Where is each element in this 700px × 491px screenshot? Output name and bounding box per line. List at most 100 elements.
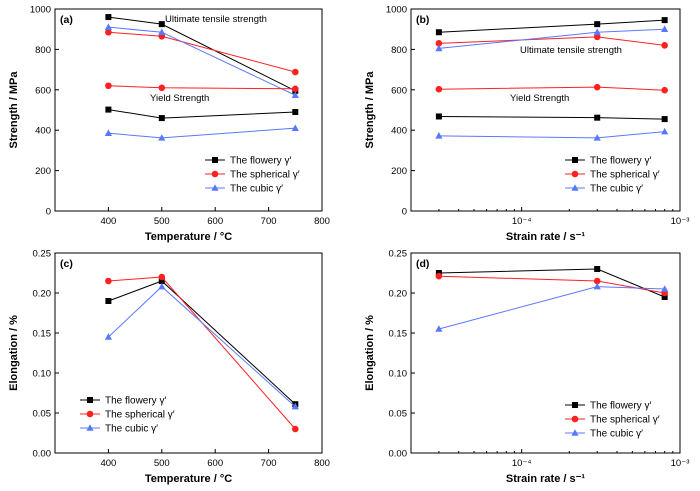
data-point [435, 272, 443, 280]
legend-entry: The cubic γ′ [230, 184, 283, 195]
y-tick-label: 0.25 [389, 249, 408, 260]
y-tick-label: 0.20 [33, 289, 52, 300]
series-line [438, 286, 665, 330]
chart-panel-b: 0 200 400 600 800 1000 10⁻⁴ 10⁻³ Strain rate / s… [364, 5, 689, 244]
series-line [438, 86, 665, 91]
panel-label: (d) [416, 258, 429, 270]
legend: The flowery γ′ The spherical γ′ The cubic … [80, 396, 175, 435]
x-axis-label: Strain rate / s⁻¹ [506, 473, 586, 485]
series-circle-ys [105, 82, 299, 93]
data-point [158, 282, 166, 290]
series-line [108, 85, 296, 90]
x-axis-label: Temperature / °C [145, 473, 232, 485]
y-tick-label: 0.05 [389, 409, 408, 420]
data-point [661, 17, 668, 24]
series-line [108, 285, 296, 407]
data-point [158, 28, 166, 36]
plot-frame [410, 252, 681, 454]
legend: The flowery γ′ The spherical γ′ The cubic … [565, 401, 660, 440]
y-axis-label: Strength / MPa [364, 71, 376, 149]
x-tick-label: 600 [207, 458, 223, 469]
series-triangle-uts [104, 23, 299, 99]
series-line [108, 109, 296, 119]
y-tick-label: 400 [391, 126, 407, 137]
y-axis-label: Elongation / % [8, 315, 20, 391]
y-tick-label: 400 [35, 126, 51, 137]
series-square [435, 266, 668, 300]
data-point [104, 333, 112, 340]
panel-label: (c) [60, 258, 73, 270]
legend-marker [211, 184, 219, 191]
annotation: Ultimate tensile strength [520, 45, 622, 56]
legend-entry: The spherical γ′ [590, 415, 660, 426]
series-square-ys [435, 113, 668, 123]
plot-frame [54, 8, 323, 212]
data-point [661, 25, 669, 32]
series-circle-ys [435, 83, 668, 94]
data-point [105, 106, 112, 113]
x-tick-label: 800 [314, 458, 330, 469]
series-square-ys [105, 106, 299, 122]
legend-marker [86, 410, 94, 418]
legend-entry: The flowery γ′ [590, 401, 651, 412]
data-point [435, 113, 442, 120]
series-square-uts [435, 17, 668, 36]
y-tick-label: 0.10 [33, 369, 52, 380]
data-point [593, 83, 601, 91]
series-triangle [435, 282, 669, 332]
series-line [108, 31, 296, 73]
series-line [108, 16, 296, 92]
y-tick-label: 1000 [30, 5, 51, 16]
y-tick-label: 0 [46, 207, 51, 218]
series-line [438, 268, 665, 298]
data-point [594, 21, 601, 28]
legend-entry: The spherical γ′ [230, 170, 300, 181]
legend-marker [212, 157, 218, 163]
y-tick-label: 0.15 [389, 329, 408, 340]
legend: The flowery γ′ The spherical γ′ The cubic … [565, 156, 660, 195]
legend-marker [571, 415, 579, 423]
series-circle-uts [435, 33, 668, 49]
data-point [593, 282, 601, 290]
y-tick-label: 0.10 [389, 369, 408, 380]
data-point [105, 14, 112, 21]
series-triangle-ys [435, 127, 669, 141]
series-triangle-uts [435, 25, 669, 52]
y-tick-label: 800 [35, 45, 51, 56]
data-point [661, 42, 668, 49]
chart-panel-a: 0 200 400 600 800 1000 400 500 600 700 800 Temperat… [8, 5, 330, 244]
data-point [105, 298, 112, 304]
data-point [593, 277, 601, 285]
x-tick-label: 700 [261, 216, 277, 227]
data-point [104, 129, 112, 137]
data-point [158, 273, 166, 281]
data-point [661, 86, 668, 94]
series-line [438, 275, 665, 294]
data-point [291, 402, 299, 410]
x-tick-label: 700 [261, 458, 277, 469]
y-tick-label: 0.15 [33, 329, 52, 340]
data-point [292, 68, 299, 76]
data-point [292, 425, 299, 433]
series-line [438, 131, 665, 139]
data-point [104, 23, 112, 30]
data-point [594, 266, 601, 272]
chart-panel-c: 0.00 0.05 0.10 0.15 0.20 0.25 400 500 600 700 800 T… [8, 249, 330, 486]
data-point [593, 134, 601, 141]
legend-entry: The flowery γ′ [230, 156, 291, 167]
data-point [594, 114, 601, 121]
y-tick-label: 0.25 [33, 249, 52, 260]
annotation: Yield Strength [510, 93, 569, 104]
y-tick-label: 0.05 [33, 409, 52, 420]
series-circle [105, 273, 299, 433]
x-tick-label: 500 [154, 216, 170, 227]
series-triangle [104, 282, 299, 410]
panel-label: (b) [416, 14, 429, 26]
legend-marker [86, 424, 94, 431]
data-point [105, 28, 112, 36]
legend-entry: The flowery γ′ [105, 396, 166, 407]
y-tick-label: 1000 [386, 5, 407, 16]
data-point [435, 29, 442, 36]
legend-marker [572, 402, 578, 408]
data-point [661, 294, 668, 300]
